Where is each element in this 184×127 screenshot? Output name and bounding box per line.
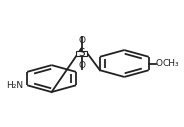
Text: CH₃: CH₃: [162, 59, 179, 68]
Text: O: O: [78, 61, 85, 70]
FancyBboxPatch shape: [76, 51, 87, 56]
Text: O: O: [78, 36, 85, 45]
Text: S: S: [78, 49, 85, 58]
Text: H₂N: H₂N: [6, 81, 24, 90]
Text: O: O: [156, 59, 163, 68]
